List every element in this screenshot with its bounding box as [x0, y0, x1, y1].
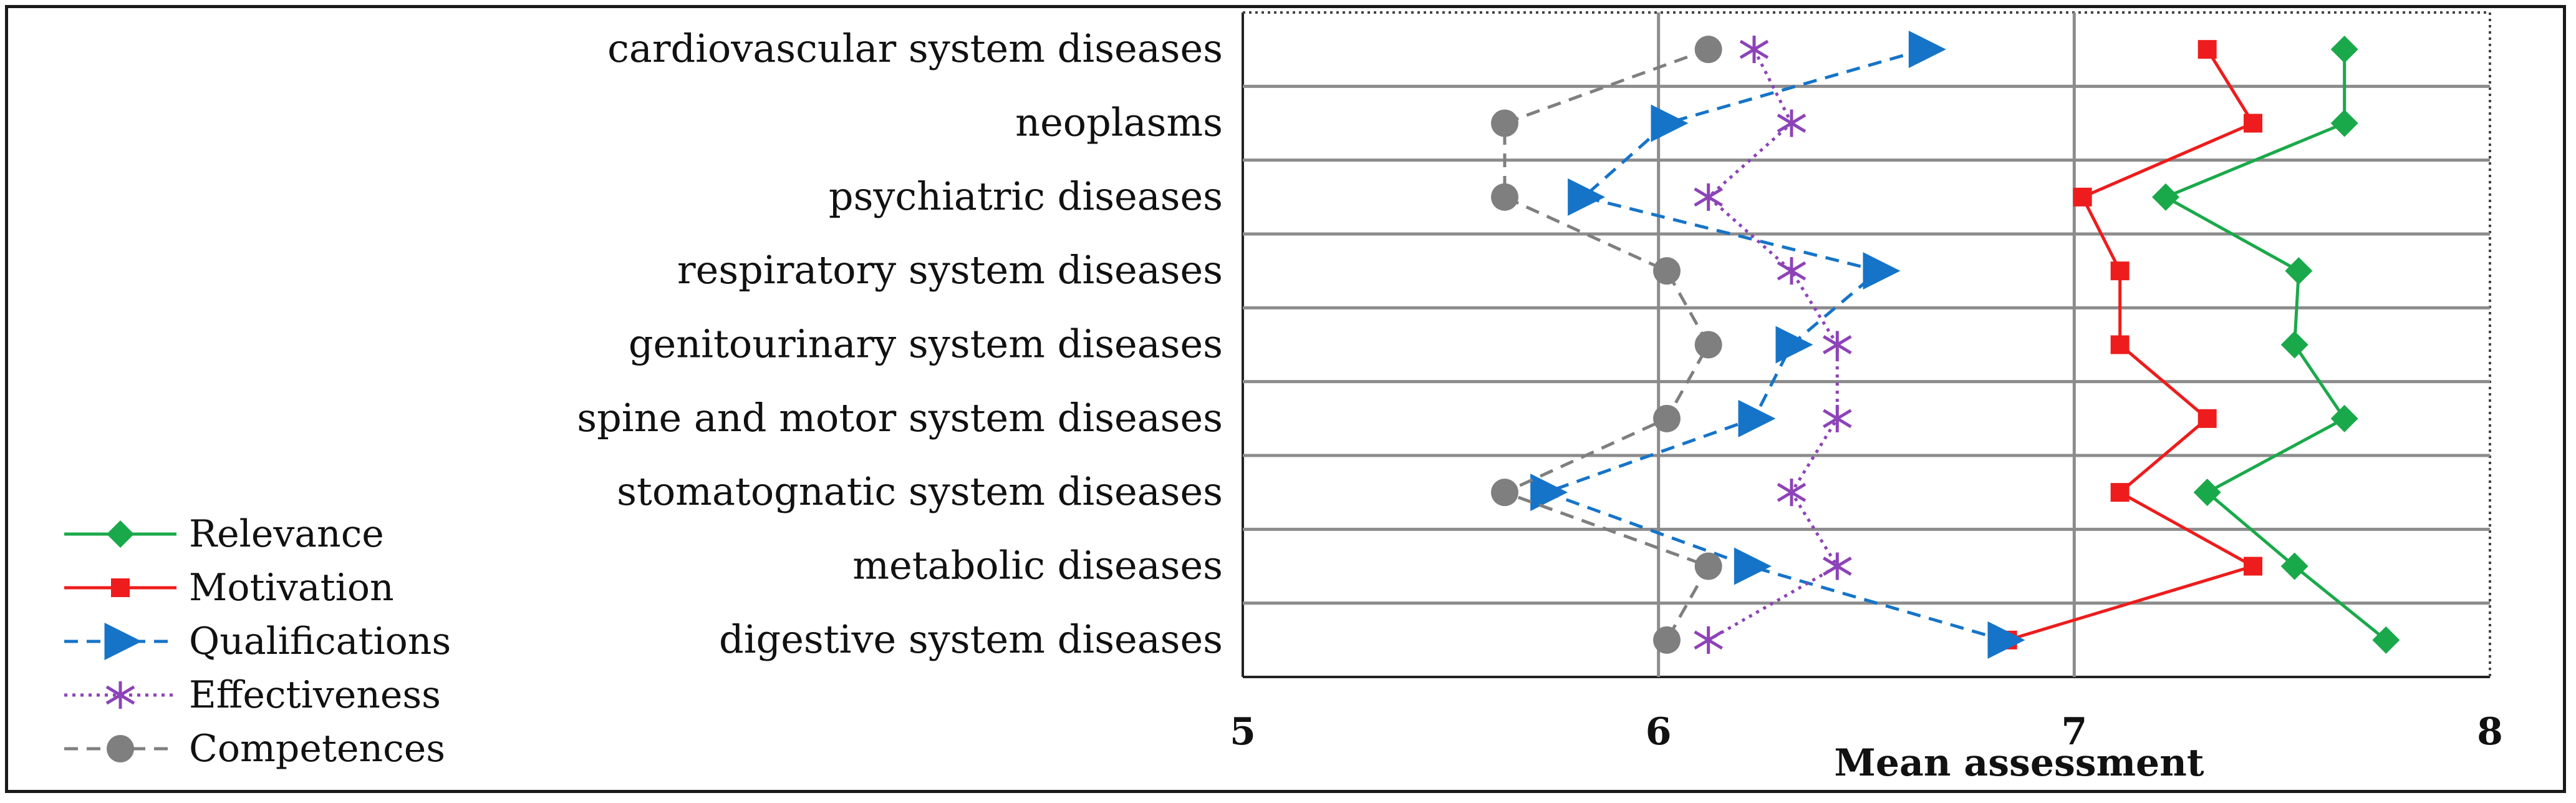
series-line-relevance [2162, 49, 2387, 641]
category-label: stomatognatic system diseases [617, 469, 1223, 514]
legend-label: Competences [189, 727, 445, 771]
series-competences [1491, 36, 1722, 654]
data-point-qualifications [1987, 621, 2025, 659]
data-point-effectiveness [1823, 331, 1852, 359]
chart-frame: cardiovascular system diseases neoplasms p… [5, 5, 2566, 793]
data-point-qualifications [1734, 547, 1772, 585]
series-effectiveness [1694, 36, 1852, 654]
legend-label: Motivation [189, 566, 394, 610]
series-line-motivation [2007, 48, 2257, 642]
data-point-relevance [2152, 183, 2179, 211]
data-point-motivation [2110, 261, 2130, 281]
data-point-relevance [2280, 331, 2308, 359]
data-point-qualifications [1568, 178, 1606, 216]
series-relevance [2152, 36, 2400, 654]
data-point-effectiveness [1777, 257, 1807, 285]
legend-marker [111, 578, 130, 597]
legend-marker [104, 623, 142, 660]
data-point-qualifications [1775, 326, 1813, 364]
legend-label: Qualifications [189, 620, 451, 663]
data-point-competences [1491, 183, 1518, 211]
category-label: genitourinary system diseases [629, 321, 1223, 367]
category-label: cardiovascular system diseases [607, 26, 1223, 71]
data-point-competences [1694, 552, 1722, 580]
category-label: spine and motor system diseases [577, 395, 1223, 440]
data-point-competences [1653, 404, 1681, 432]
legend-item-competences: Competences [64, 727, 445, 771]
data-point-motivation [2110, 335, 2130, 354]
data-point-motivation [2197, 409, 2217, 428]
category-label: metabolic diseases [852, 543, 1223, 588]
data-point-relevance [2280, 552, 2308, 580]
series-line-effectiveness [1705, 49, 1840, 642]
series-qualifications [1530, 31, 2025, 659]
data-point-competences [1694, 36, 1722, 64]
x-tick-label: 8 [2477, 710, 2503, 754]
x-tick-label: 7 [2061, 710, 2087, 754]
data-point-effectiveness [1823, 404, 1852, 432]
legend-item-relevance: Relevance [64, 512, 384, 556]
x-tick-label: 6 [1646, 710, 1672, 754]
data-point-relevance [2330, 404, 2358, 432]
legend-item-qualifications: Qualifications [64, 620, 451, 663]
data-point-qualifications [1863, 252, 1901, 290]
legend-label: Effectiveness [189, 673, 441, 717]
data-point-competences [1653, 626, 1681, 654]
data-point-qualifications [1908, 31, 1946, 69]
legend-item-effectiveness: Effectiveness [64, 673, 441, 717]
category-label: neoplasms [1015, 100, 1223, 145]
legend-item-motivation: Motivation [64, 566, 394, 610]
data-point-competences [1491, 479, 1518, 507]
data-point-effectiveness [1777, 109, 1807, 137]
data-point-competences [1653, 257, 1681, 285]
data-point-competences [1694, 331, 1722, 359]
data-point-effectiveness [1777, 479, 1807, 507]
category-label: respiratory system diseases [677, 247, 1223, 293]
data-point-effectiveness [1694, 183, 1723, 211]
data-point-motivation [2244, 114, 2262, 133]
category-label: digestive system diseases [719, 616, 1223, 662]
data-point-qualifications [1530, 474, 1568, 512]
series-line-qualifications [1541, 47, 2004, 642]
data-point-effectiveness [1739, 36, 1769, 64]
legend-label: Relevance [189, 512, 384, 556]
series-line-competences [1500, 47, 1711, 641]
data-point-relevance [2330, 36, 2358, 64]
x-tick-label: 5 [1230, 710, 1256, 754]
line-chart: cardiovascular system diseases neoplasms p… [64, 11, 2503, 785]
series-motivation [1998, 40, 2262, 650]
data-point-relevance [2193, 479, 2221, 507]
data-point-qualifications [1738, 399, 1776, 437]
data-point-motivation [2073, 187, 2092, 207]
data-point-motivation [2244, 557, 2262, 576]
data-point-competences [1491, 109, 1518, 137]
data-point-effectiveness [1694, 626, 1723, 654]
data-point-relevance [2330, 109, 2358, 137]
data-point-qualifications [1651, 104, 1689, 142]
data-point-motivation [2197, 40, 2217, 59]
x-axis-title: Mean assessment [1834, 741, 2204, 785]
data-point-motivation [2110, 483, 2130, 502]
legend-marker [107, 520, 134, 548]
legend-marker [107, 735, 134, 762]
category-label: psychiatric diseases [829, 173, 1223, 219]
data-point-relevance [2372, 626, 2400, 654]
data-point-effectiveness [1823, 552, 1852, 580]
data-point-relevance [2285, 257, 2313, 285]
legend-marker [105, 681, 135, 709]
